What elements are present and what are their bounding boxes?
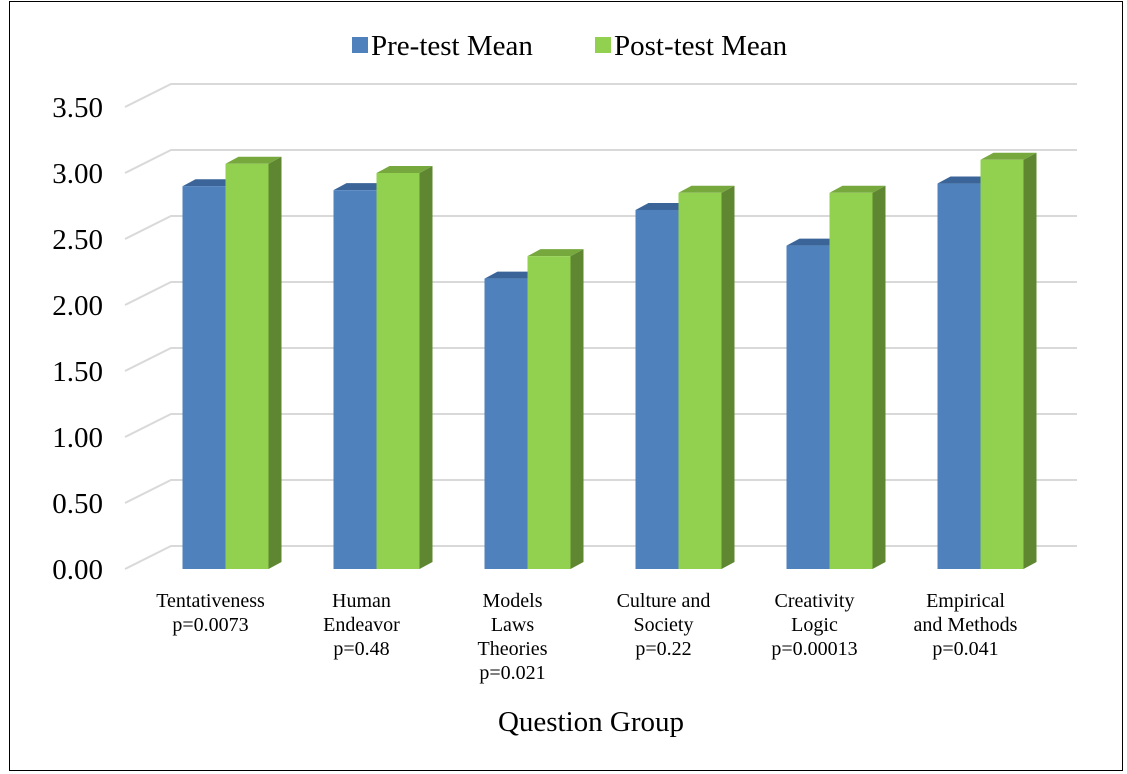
x-category-line: Human	[332, 590, 391, 612]
bar-top	[225, 156, 282, 164]
bar-top	[678, 185, 735, 193]
gridlines	[124, 83, 1077, 570]
bar-post	[225, 156, 282, 569]
bar-front	[484, 278, 528, 569]
x-axis-categories: Tentativeness p=0.0073 Human Endeavor p=0.48…	[156, 590, 1017, 684]
x-category-label: Models Laws Theories p=0.021	[478, 590, 548, 684]
x-category-line: Endeavor	[323, 614, 400, 636]
legend-item: Pre-test Mean	[352, 30, 533, 62]
legend-swatch	[595, 37, 611, 53]
y-axis-ticks: 0.00 0.50 1.00 1.50 2.00 2.50 3.00 3.50	[52, 92, 103, 586]
y-tick-label: 3.00	[52, 158, 103, 190]
bar-front	[527, 256, 571, 569]
y-tick-label: 3.50	[52, 92, 103, 124]
bar-top	[527, 249, 584, 257]
bar-side	[1023, 152, 1037, 570]
bar-side	[268, 156, 282, 569]
x-category-line: Logic	[791, 614, 838, 636]
x-category-line: Empirical	[926, 590, 1005, 612]
bar-top	[484, 271, 541, 279]
y-tick-label: 0.00	[52, 554, 103, 586]
x-category-line: and Methods	[914, 614, 1018, 636]
bar-side	[721, 185, 735, 570]
gridline	[124, 347, 1077, 372]
legend-item: Post-test Mean	[595, 30, 788, 62]
x-category-line: Tentativeness	[156, 590, 265, 612]
bar-front	[182, 186, 226, 569]
bar-top	[786, 238, 843, 246]
x-category-line: p=0.22	[635, 638, 691, 660]
bar-side	[419, 166, 433, 569]
x-category-line: Laws	[491, 614, 535, 636]
x-category-line: Theories	[478, 638, 548, 660]
x-category-label: Human Endeavor p=0.48	[323, 590, 400, 660]
x-category-line: p=0.0073	[172, 614, 248, 636]
bar-front	[333, 190, 377, 569]
y-tick-label: 2.00	[52, 290, 103, 322]
bar-front	[829, 192, 873, 570]
x-category-label: Culture and Society p=0.22	[617, 590, 711, 660]
gridline	[124, 479, 1077, 504]
gridline	[124, 149, 1077, 174]
gridline	[124, 215, 1077, 240]
y-tick-label: 1.50	[52, 356, 103, 388]
bar-top	[182, 179, 239, 187]
x-category-label: Empirical and Methods p=0.041	[914, 590, 1018, 660]
x-category-line: Culture and	[617, 590, 711, 612]
x-category-line: p=0.00013	[771, 638, 857, 660]
y-tick-label: 1.00	[52, 422, 103, 454]
gridline	[124, 545, 1077, 570]
legend: Pre-test Mean Post-test Mean	[352, 30, 788, 62]
bar-top	[333, 183, 390, 191]
legend-swatch	[352, 37, 368, 53]
bar-side	[872, 185, 886, 570]
bar-front	[635, 209, 679, 569]
bar-front	[980, 159, 1024, 570]
x-category-line: p=0.48	[333, 638, 389, 660]
legend-label: Pre-test Mean	[371, 30, 533, 62]
bar-post	[678, 185, 735, 570]
bar-front	[376, 173, 420, 569]
gridline	[124, 281, 1077, 306]
x-category-line: Society	[634, 614, 694, 636]
bar-front	[678, 192, 722, 570]
chart-frame	[9, 1, 1123, 771]
x-category-line: p=0.021	[479, 662, 545, 684]
bar-post	[376, 166, 433, 569]
x-category-label: Tentativeness p=0.0073	[156, 590, 265, 636]
bar-front	[786, 245, 830, 569]
x-axis-label: Question Group	[498, 706, 684, 738]
bars	[182, 152, 1037, 570]
bar-post	[527, 249, 584, 569]
bar-front	[937, 183, 981, 569]
gridline	[124, 413, 1077, 438]
bar-top	[376, 166, 433, 173]
bar-top	[980, 152, 1037, 160]
x-category-line: Models	[483, 590, 543, 612]
x-category-line: p=0.041	[932, 638, 998, 660]
y-tick-label: 0.50	[52, 488, 103, 520]
bar-top	[829, 185, 886, 193]
legend-label: Post-test Mean	[614, 30, 788, 62]
bar-post	[980, 152, 1037, 570]
x-category-label: Creativity Logic p=0.00013	[771, 590, 857, 660]
bar-top	[937, 176, 994, 184]
y-tick-label: 2.50	[52, 224, 103, 256]
bar-side	[570, 249, 584, 569]
bar-post	[829, 185, 886, 570]
gridline	[124, 83, 1077, 108]
x-category-line: Creativity	[775, 590, 855, 612]
bar-top	[635, 202, 692, 210]
bar-front	[225, 163, 269, 569]
